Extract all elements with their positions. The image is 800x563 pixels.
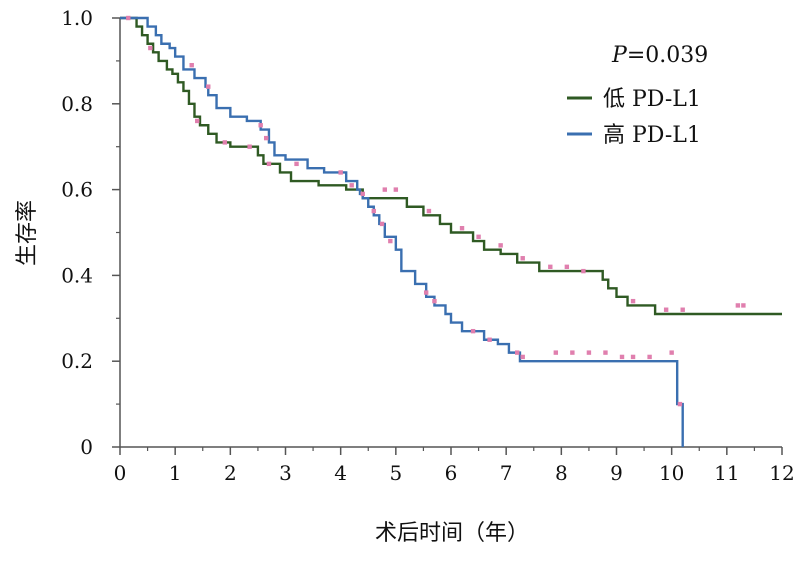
censor-mark	[263, 135, 269, 141]
x-tick-label: 9	[610, 461, 623, 485]
censor-mark	[677, 401, 683, 407]
censor-mark	[148, 45, 153, 51]
censor-mark	[349, 183, 354, 188]
censor-mark	[741, 303, 746, 308]
censor-mark	[393, 187, 399, 192]
censor-mark	[338, 170, 343, 175]
censor-mark	[222, 140, 228, 145]
censor-mark	[459, 226, 465, 231]
x-tick-label: 10	[659, 461, 684, 485]
censor-mark	[379, 221, 385, 227]
p-value-number: =0.039	[627, 43, 708, 68]
censor-mark	[564, 264, 570, 270]
censor-mark	[266, 161, 272, 167]
x-tick-label: 0	[114, 461, 127, 485]
x-tick-label: 11	[714, 461, 739, 485]
censor-mark	[680, 307, 685, 312]
censor-mark	[432, 298, 437, 304]
censor-mark	[470, 328, 476, 334]
censor-mark	[630, 354, 636, 360]
censor-mark	[294, 161, 299, 167]
legend-label-1: 低 PD-L1	[603, 87, 701, 112]
censor-mark	[548, 264, 553, 270]
censor-mark	[581, 268, 586, 274]
censor-mark	[647, 354, 652, 360]
y-tick-label: 0.2	[61, 349, 93, 373]
x-tick-label: 4	[334, 461, 347, 485]
censor-mark	[126, 15, 131, 21]
censor-mark	[669, 350, 674, 355]
censor-mark	[189, 62, 194, 68]
x-tick-label: 3	[279, 461, 292, 485]
censor-mark	[388, 238, 393, 244]
x-axis-title: 术后时间（年）	[375, 521, 529, 546]
censor-mark	[195, 118, 200, 124]
censor-mark	[476, 234, 481, 239]
censor-mark	[423, 290, 429, 295]
y-tick-label: 0.4	[61, 263, 93, 287]
censor-mark	[735, 303, 741, 308]
series-line-1	[120, 16, 782, 316]
censor-mark	[570, 350, 575, 355]
y-tick-label: 0	[80, 435, 93, 459]
censor-mark	[371, 208, 376, 214]
censor-mark	[663, 307, 669, 312]
y-tick-label: 0.6	[61, 178, 93, 202]
censor-mark	[206, 84, 211, 89]
censor-mark	[619, 354, 625, 360]
x-tick-label: 12	[769, 461, 794, 485]
censor-mark	[258, 123, 263, 128]
p-value-annotation: P=0.039	[611, 43, 708, 68]
censor-mark	[630, 298, 636, 304]
censor-mark	[360, 191, 365, 197]
x-tick-label: 5	[389, 461, 402, 485]
y-axis-title: 生存率	[15, 200, 40, 266]
censor-mark	[487, 337, 492, 342]
x-tick-label: 1	[169, 461, 182, 485]
legend: 低 PD-L1 高 PD-L1	[567, 87, 701, 148]
censor-mark	[553, 350, 559, 355]
censor-mark	[498, 243, 503, 248]
legend-label-2: 高 PD-L1	[603, 123, 701, 148]
x-tick-label: 8	[555, 461, 568, 485]
censor-mark	[247, 144, 252, 149]
censor-marks	[126, 15, 746, 407]
p-value-symbol: P	[611, 43, 628, 68]
censor-mark	[586, 350, 592, 355]
y-tick-label: 1.0	[61, 6, 93, 30]
series-line-2	[120, 16, 684, 447]
x-tick-label: 2	[224, 461, 237, 485]
x-tick-label: 7	[500, 461, 513, 485]
censor-mark	[520, 256, 525, 261]
censor-mark	[426, 208, 432, 214]
y-tick-label: 0.8	[61, 92, 93, 116]
censor-mark	[515, 350, 520, 355]
censor-mark	[382, 187, 387, 192]
survival-lines	[120, 16, 782, 447]
censor-mark	[603, 350, 608, 355]
censor-mark	[520, 354, 525, 360]
x-tick-label: 6	[445, 461, 458, 485]
axis-ticks	[112, 17, 783, 455]
